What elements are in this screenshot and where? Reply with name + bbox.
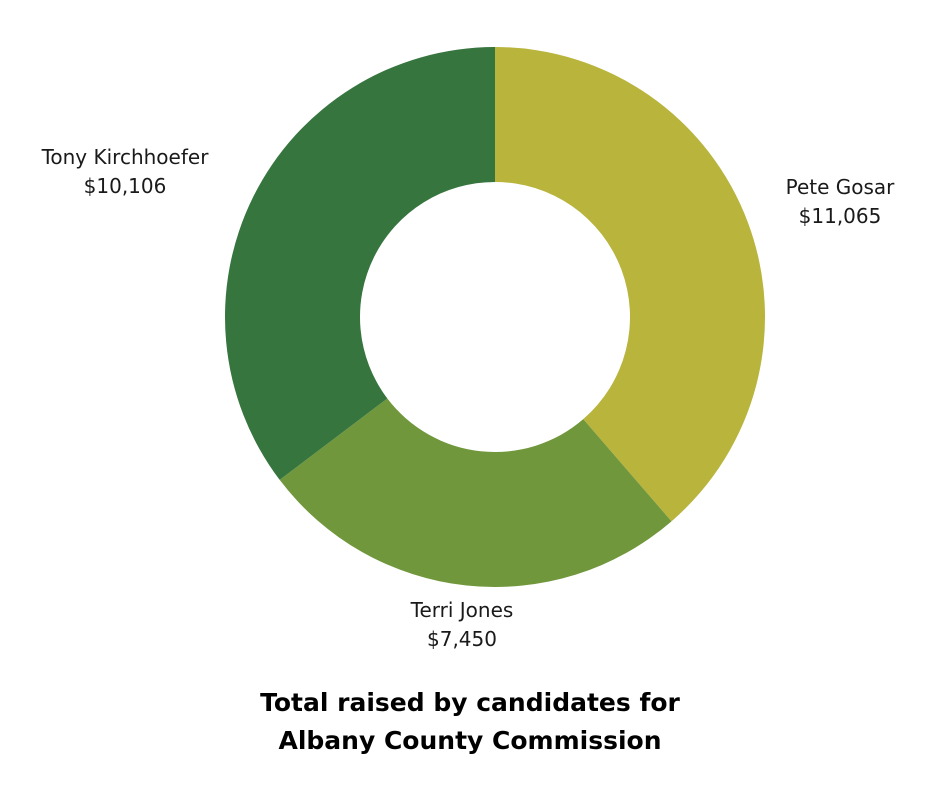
slice-label-name-pete-gosar: Pete Gosar — [786, 175, 896, 199]
chart-title-line-2: Albany County Commission — [278, 726, 662, 755]
slice-label-value-tony-kirchhoefer: $10,106 — [84, 174, 167, 198]
slice-label-name-terri-jones: Terri Jones — [410, 598, 514, 622]
slice-pete-gosar — [495, 47, 765, 522]
slice-label-value-pete-gosar: $11,065 — [799, 204, 882, 228]
slice-tony-kirchhoefer — [225, 47, 495, 480]
slice-label-value-terri-jones: $7,450 — [427, 627, 497, 651]
slice-terri-jones — [279, 398, 672, 587]
slice-labels: Pete Gosar $11,065 Terri Jones $7,450 Tony K… — [41, 145, 896, 651]
slice-label-name-tony-kirchhoefer: Tony Kirchhoefer — [41, 145, 210, 169]
donut-slices — [225, 47, 765, 587]
chart-title-line-1: Total raised by candidates for — [260, 688, 680, 717]
